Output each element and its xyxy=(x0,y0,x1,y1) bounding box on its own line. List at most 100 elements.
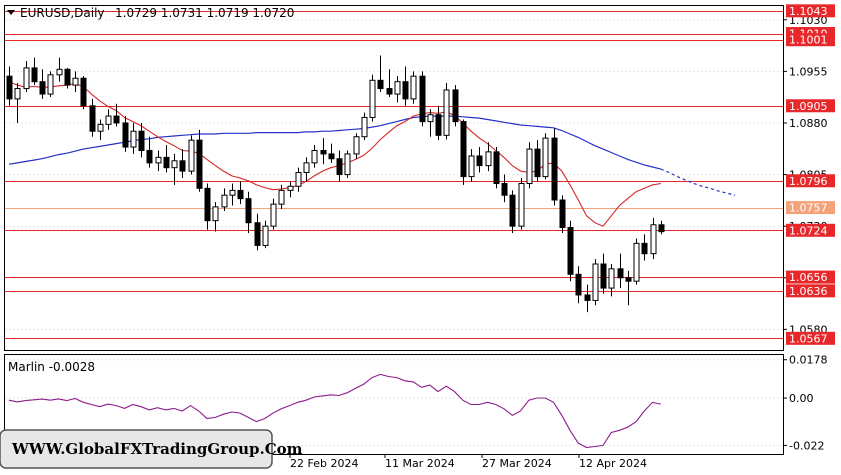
candle xyxy=(476,147,483,173)
candle-body-down xyxy=(501,183,508,196)
candle xyxy=(262,220,269,249)
level-label-text: 1.1001 xyxy=(789,34,828,47)
candle xyxy=(625,270,632,306)
level-label-bg xyxy=(786,33,835,47)
candle xyxy=(353,133,360,159)
candle-body-down xyxy=(386,88,393,95)
candle xyxy=(237,181,244,205)
level-label-text: 1.0724 xyxy=(789,224,828,237)
watermark-box xyxy=(0,429,273,469)
candle xyxy=(80,76,87,110)
candle xyxy=(361,112,368,141)
level-label-bg xyxy=(786,331,835,345)
level-label: 1.0724 xyxy=(786,223,835,237)
candle xyxy=(600,253,607,294)
candle-body-up xyxy=(97,123,104,132)
indicator-axis: 0.0178 0.00 -0.022 xyxy=(783,354,828,452)
level-label-bg xyxy=(786,99,835,113)
candle xyxy=(212,202,219,232)
ma-blue-projection xyxy=(660,168,736,196)
candle-body-up xyxy=(394,81,401,95)
candle xyxy=(303,157,310,182)
time-axis: 22 Feb 2024 11 Mar 2024 27 Mar 2024 12 Apr … xyxy=(289,454,647,470)
candle xyxy=(278,184,285,209)
ma-blue-line xyxy=(8,115,661,170)
candle xyxy=(377,55,384,92)
candle-body-up xyxy=(427,114,434,123)
candle xyxy=(39,69,46,99)
level-label: 1.1001 xyxy=(786,33,835,47)
candle-body-down xyxy=(509,194,516,227)
candle xyxy=(534,140,541,182)
candle xyxy=(641,234,648,261)
candle xyxy=(221,188,228,212)
candle xyxy=(592,259,599,306)
level-label-text: 1.0567 xyxy=(789,332,828,345)
candle-body-down xyxy=(6,75,13,100)
candle xyxy=(468,149,475,182)
candle-body-down xyxy=(551,137,558,201)
candle-body-up xyxy=(344,153,351,176)
level-label: 1.0567 xyxy=(786,331,835,345)
candle xyxy=(501,174,508,203)
candle xyxy=(89,98,96,137)
candle xyxy=(419,71,426,127)
candle-body-up xyxy=(212,206,219,222)
candle-body-up xyxy=(608,268,615,289)
candle xyxy=(245,191,252,234)
level-label: 1.1043 xyxy=(786,4,835,18)
candle-body-down xyxy=(245,198,252,224)
candle-body-down xyxy=(31,67,38,83)
candle xyxy=(410,71,417,104)
candle-body-down xyxy=(113,115,120,124)
candle xyxy=(509,190,516,234)
candle xyxy=(188,135,195,175)
candle-body-up xyxy=(105,115,112,125)
candle xyxy=(443,83,450,140)
candle xyxy=(64,67,71,89)
candle xyxy=(320,138,327,165)
candle xyxy=(633,238,640,285)
candle xyxy=(122,116,129,152)
candle xyxy=(146,136,153,168)
level-label: 1.0636 xyxy=(786,284,835,298)
candle-body-down xyxy=(641,242,648,255)
level-labels: 1.10431.10101.10011.09051.07961.07571.07… xyxy=(786,4,835,345)
candle xyxy=(617,253,624,289)
candle-body-down xyxy=(435,114,442,136)
candle-body-up xyxy=(303,162,310,173)
candle-body-up xyxy=(130,130,137,148)
candle-body-down xyxy=(377,79,384,90)
candle xyxy=(559,195,566,234)
candle-body-up xyxy=(14,88,21,100)
candle xyxy=(485,142,492,172)
candle-body-up xyxy=(369,79,376,118)
price-tick-label: 1.0955 xyxy=(789,65,828,78)
candle-body-down xyxy=(179,160,186,172)
candle xyxy=(113,103,120,127)
candle-body-up xyxy=(229,189,236,196)
candle-body-up xyxy=(270,203,277,227)
candle-body-up xyxy=(468,155,475,178)
level-label-bg xyxy=(786,284,835,298)
chart-title: EURUSD,Daily xyxy=(20,6,105,20)
candle-body-down xyxy=(617,268,624,279)
candle-body-up xyxy=(295,171,302,187)
candle xyxy=(31,57,38,86)
candle-body-up xyxy=(311,149,318,164)
candle xyxy=(452,85,459,127)
candle-body-down xyxy=(658,224,665,233)
candle xyxy=(460,119,467,185)
candle xyxy=(567,220,574,282)
candle-body-up xyxy=(485,151,492,167)
candles xyxy=(6,55,665,313)
level-label-text: 1.1043 xyxy=(789,5,828,18)
candle-body-down xyxy=(138,130,145,151)
candle-body-up xyxy=(592,263,599,301)
candle-body-down xyxy=(493,151,500,185)
candle xyxy=(658,220,665,235)
candle-body-down xyxy=(320,149,327,155)
candle-body-down xyxy=(460,121,467,178)
candle-body-up xyxy=(353,136,360,155)
